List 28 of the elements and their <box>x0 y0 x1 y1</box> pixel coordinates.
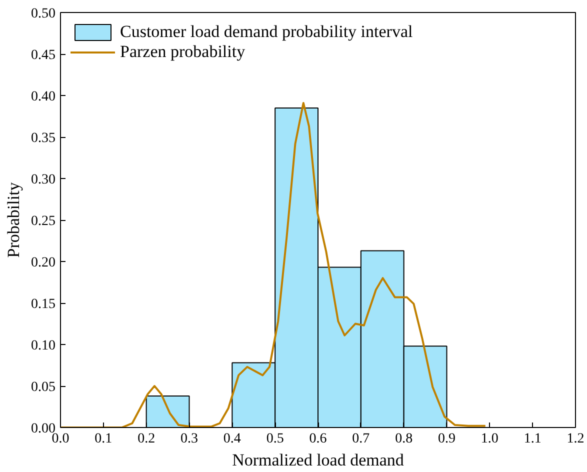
x-axis-title: Normalized load demand <box>232 450 404 470</box>
x-tick-label: 0.0 <box>52 432 70 446</box>
line-series <box>60 102 486 428</box>
y-tick-label: 0.05 <box>31 380 56 395</box>
y-tick-label: 0.10 <box>31 338 56 354</box>
x-tick-label: 1.2 <box>566 432 584 446</box>
x-tick-label: 0.4 <box>223 432 241 446</box>
x-tick-label: 0.2 <box>138 432 156 446</box>
x-tick-label: 0.5 <box>266 432 284 446</box>
y-tick-label: 0.40 <box>31 90 56 104</box>
y-tick-label: 0.25 <box>31 214 56 229</box>
y-tick-label: 0.15 <box>31 297 56 312</box>
x-tick-label: 1.0 <box>480 432 498 446</box>
x-tick-label: 0.8 <box>395 432 413 446</box>
x-tick-label: 1.1 <box>524 432 542 446</box>
y-tick-label: 0.50 <box>31 6 56 22</box>
x-tick-label: 0.3 <box>180 432 198 446</box>
x-tick-label: 0.7 <box>352 432 370 446</box>
x-tick-label: 0.9 <box>438 432 456 446</box>
y-tick-label: 0.45 <box>31 48 56 63</box>
y-tick-label: 0.20 <box>31 256 56 270</box>
y-tick-label: 0.30 <box>31 172 56 188</box>
x-tick-label: 0.6 <box>309 432 327 446</box>
y-tick-label: 0.35 <box>31 131 56 146</box>
x-tick-label: 0.1 <box>94 432 112 446</box>
legend-label: Parzen probability <box>120 42 246 62</box>
legend-label: Customer load demand probability interval <box>120 22 413 42</box>
y-axis-title: Probability <box>4 182 23 258</box>
